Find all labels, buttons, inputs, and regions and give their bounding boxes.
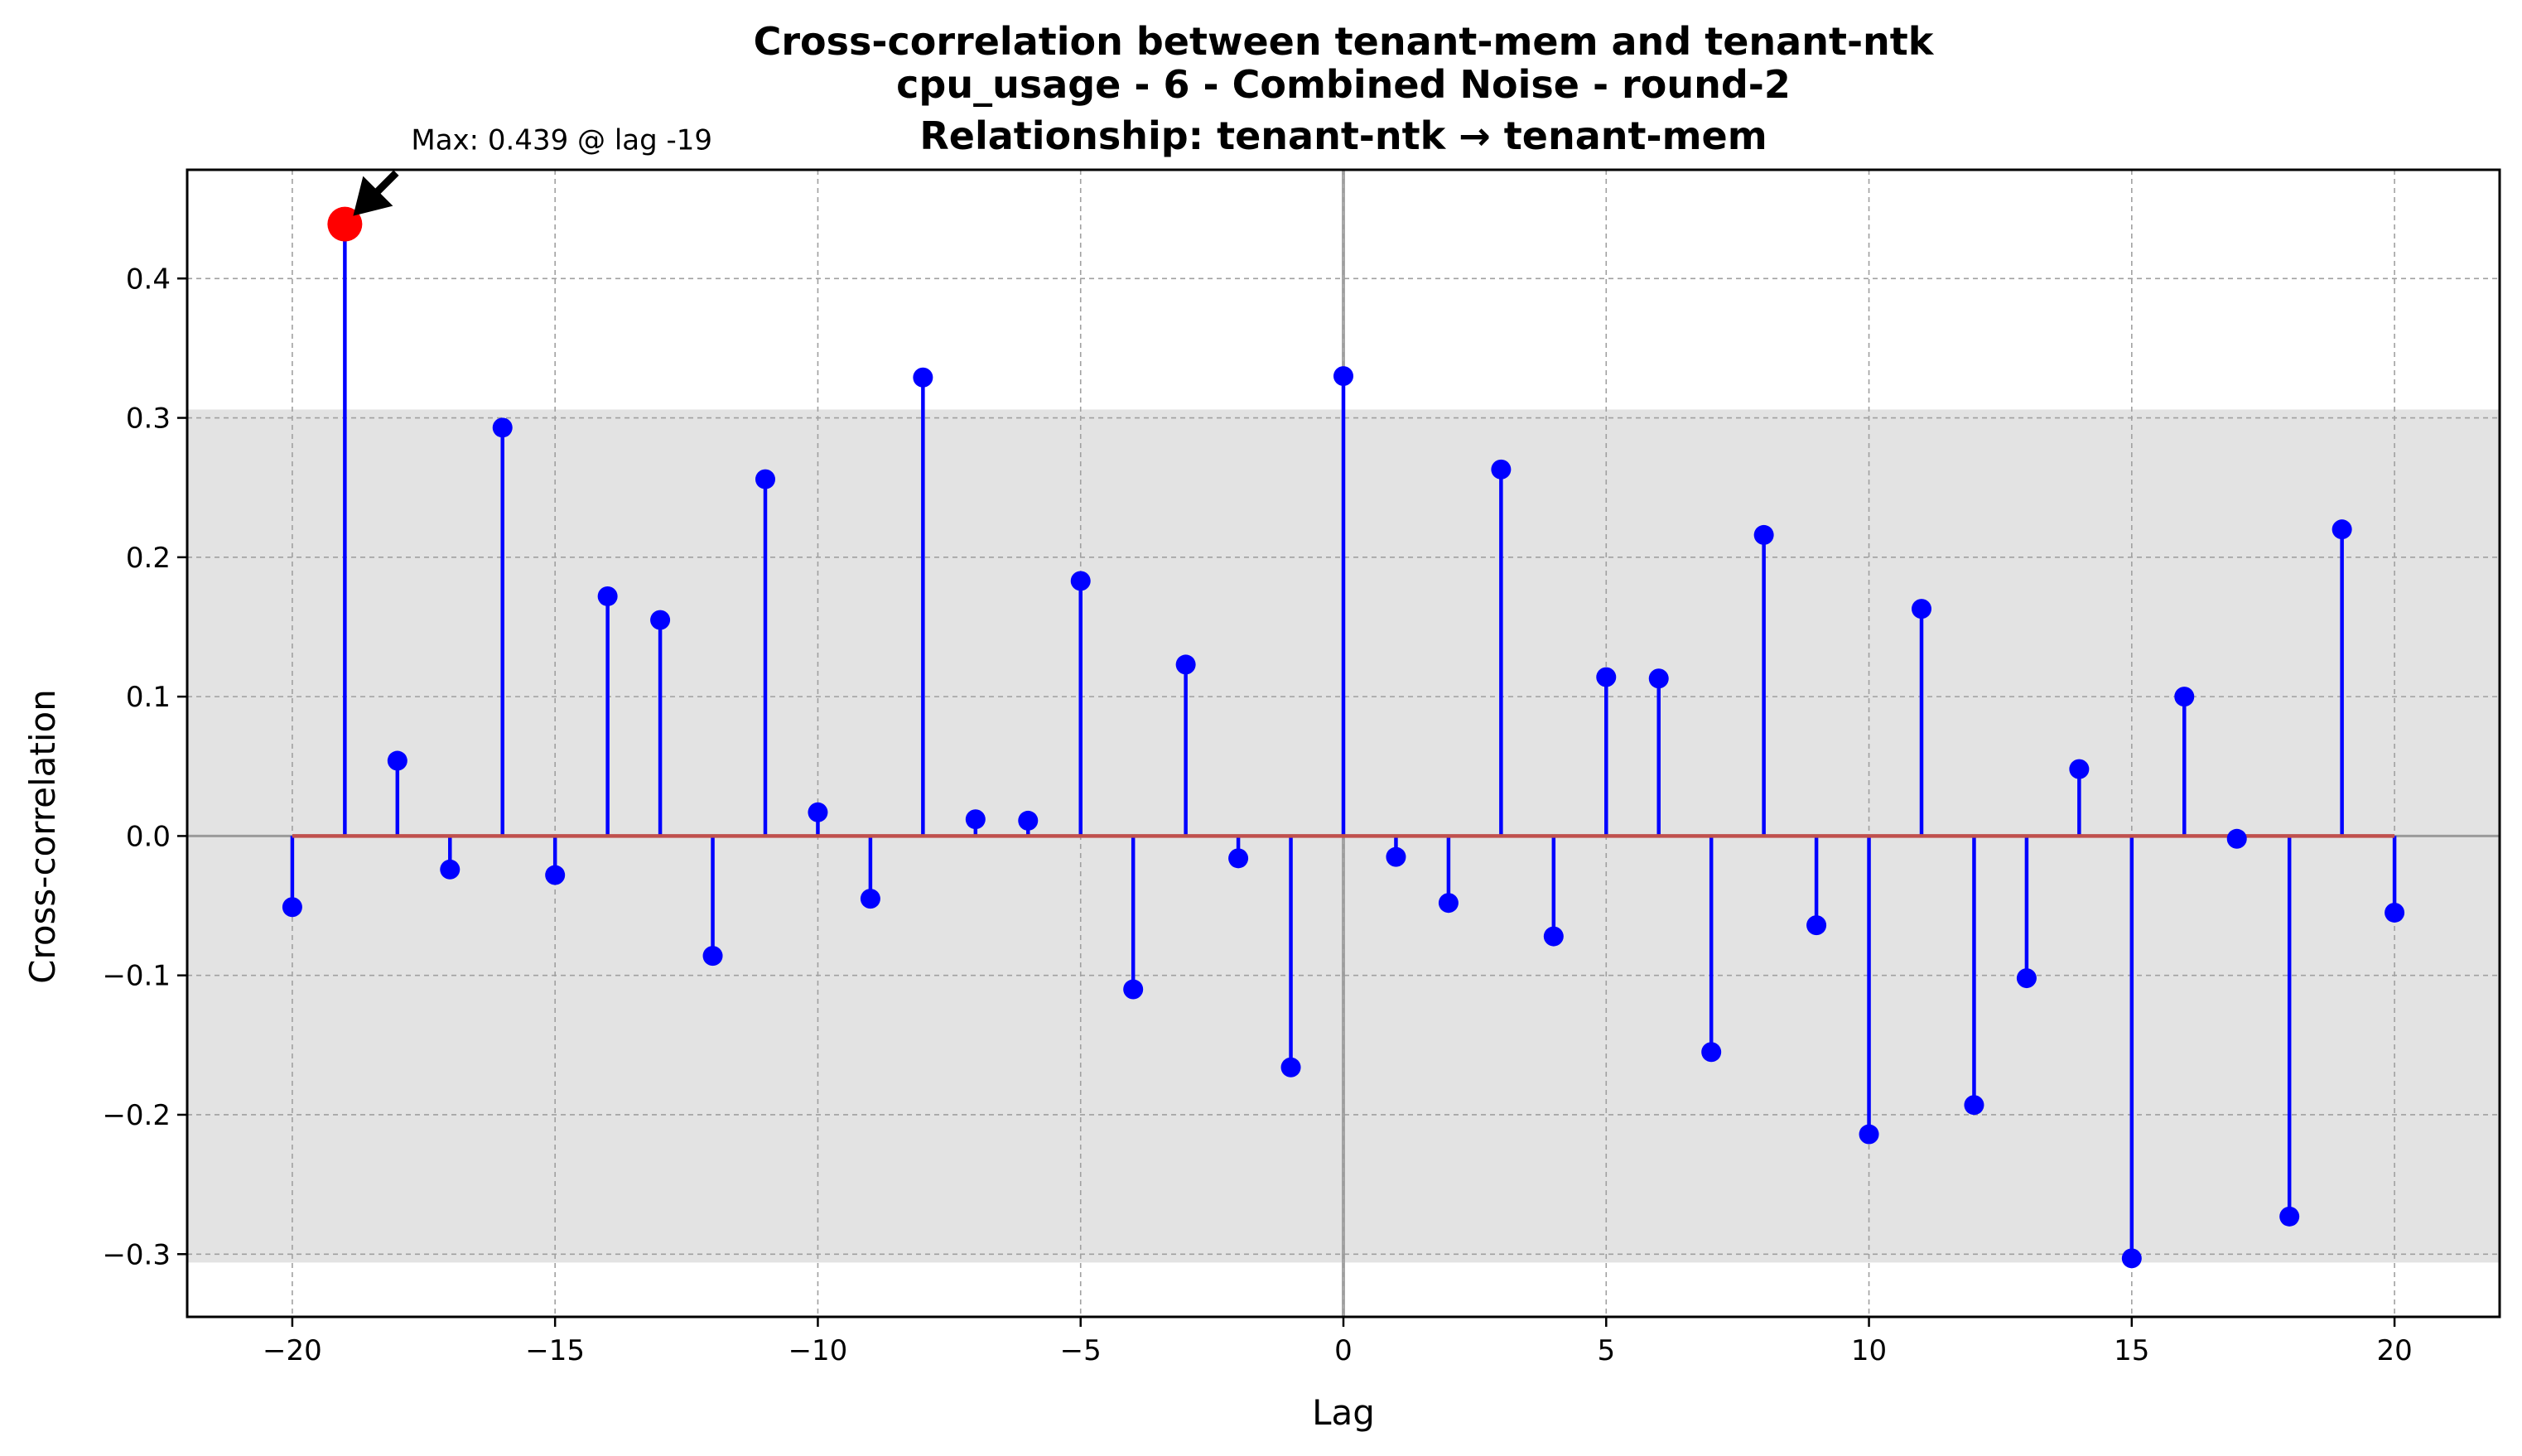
stem-marker	[965, 809, 986, 830]
stem-marker	[2069, 759, 2090, 779]
stem-marker	[1596, 667, 1617, 687]
stem-marker	[1753, 524, 1774, 545]
stem-marker	[545, 865, 566, 885]
stem-marker	[1386, 846, 1406, 867]
y-tick-label: 0.4	[126, 263, 171, 296]
stem-marker	[1228, 848, 1249, 869]
stem-marker	[702, 946, 723, 967]
stem-marker	[650, 610, 671, 630]
x-tick-label: 0	[1334, 1334, 1353, 1367]
chart-title: Cross-correlation between tenant-mem and…	[754, 19, 1935, 158]
title-line-3: Relationship: tenant-ntk → tenant-mem	[919, 113, 1767, 158]
stem-marker	[1175, 654, 1196, 675]
stem-marker	[860, 889, 880, 909]
y-tick-label: 0.1	[126, 681, 171, 714]
stem-marker	[1964, 1095, 1984, 1116]
y-tick-label: 0.2	[126, 542, 171, 575]
x-tick-label: −10	[788, 1334, 848, 1367]
stem-marker	[1123, 979, 1144, 1000]
stem-marker	[387, 750, 407, 771]
stem-marker	[1438, 893, 1459, 914]
stem-marker	[440, 859, 461, 880]
stem-marker	[1701, 1042, 1722, 1063]
stem-marker	[808, 802, 828, 822]
stem-marker	[1018, 810, 1039, 831]
annotation-arrowhead	[353, 176, 393, 216]
stem-marker	[1280, 1057, 1301, 1078]
stem-marker	[282, 897, 302, 918]
stem-marker	[597, 586, 618, 606]
y-tick-label: −0.1	[102, 960, 171, 993]
title-line-2: cpu_usage - 6 - Combined Noise - round-2	[896, 62, 1791, 107]
stem-marker	[1648, 668, 1669, 689]
stem-marker	[2016, 968, 2037, 989]
stem-marker	[755, 469, 775, 489]
title-line-1: Cross-correlation between tenant-mem and…	[754, 19, 1935, 64]
stem-marker	[1543, 926, 1564, 947]
stem-marker	[1070, 571, 1091, 591]
x-tick-label: 15	[2114, 1334, 2149, 1367]
x-tick-label: −20	[263, 1334, 322, 1367]
y-tick-label: −0.2	[102, 1099, 171, 1132]
stem-marker	[1333, 366, 1353, 387]
stem-marker	[2279, 1206, 2300, 1227]
x-tick-label: 5	[1597, 1334, 1615, 1367]
stem-marker	[2121, 1248, 2142, 1269]
stem-marker	[1806, 915, 1827, 936]
y-tick-label: 0.0	[126, 820, 171, 853]
x-tick-label: 10	[1851, 1334, 1887, 1367]
plot-area: Max: 0.439 @ lag -19 −20 −15 −10 −5 0 5 10 15 20 −…	[102, 124, 2501, 1367]
x-tick-label: −15	[525, 1334, 585, 1367]
stem-marker	[2226, 828, 2247, 849]
stem-marker	[1859, 1124, 1879, 1145]
max-annotation: Max: 0.439 @ lag -19	[411, 124, 712, 157]
stem-marker	[2174, 687, 2195, 707]
y-tick-label: −0.3	[102, 1238, 171, 1271]
stem-marker	[2332, 519, 2352, 540]
x-axis-label: Lag	[1312, 1392, 1375, 1433]
y-tick-label: 0.3	[126, 403, 171, 436]
stem-marker	[2385, 902, 2405, 923]
x-tick-label: −5	[1060, 1334, 1102, 1367]
x-tick-label: 20	[2376, 1334, 2412, 1367]
stem-marker	[1491, 459, 1512, 480]
stem-marker	[913, 367, 933, 388]
stem-marker	[1912, 599, 1931, 620]
stem-marker	[492, 417, 513, 438]
y-axis-label: Cross-correlation	[22, 689, 63, 984]
